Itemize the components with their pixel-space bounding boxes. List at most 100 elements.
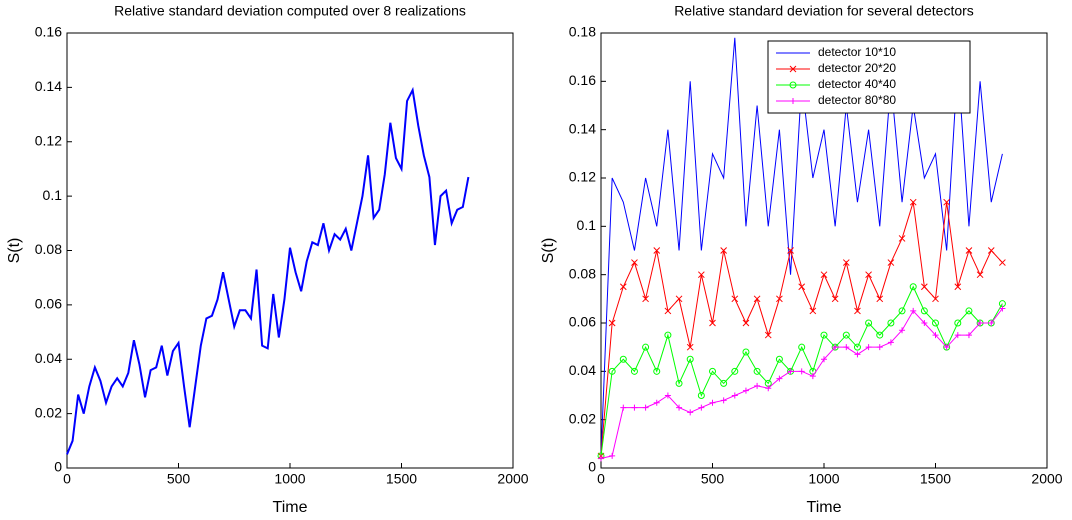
x-tick-label: 2000 [1031,471,1062,487]
marker [686,355,694,363]
marker [765,385,772,392]
marker [965,307,973,315]
legend-label: detector 20*20 [818,61,896,75]
marker [664,307,672,315]
marker [787,368,794,375]
x-tick-label: 1000 [808,471,839,487]
marker [642,295,649,303]
marker [631,259,638,266]
marker [720,247,728,254]
marker [854,307,861,315]
y-tick-label: 0.08 [569,265,596,281]
marker [753,367,761,375]
marker [876,295,884,303]
x-tick-label: 0 [597,471,605,487]
marker [887,319,895,327]
marker [687,409,694,416]
legend-label: detector 10*10 [818,45,896,59]
marker [731,392,738,399]
x-tick-label: 0 [63,471,71,487]
y-tick-label: 0.16 [569,72,596,88]
x-tick-label: 500 [701,471,725,487]
y-tick-label: 0.02 [35,404,62,420]
y-tick-label: 0 [54,459,62,475]
marker [821,356,827,363]
marker [742,387,749,394]
x-tick-label: 1500 [920,471,951,487]
marker [988,320,995,326]
y-tick-label: 0.04 [35,350,62,366]
legend: detector 10*10 detector 20*20 detector 40*… [767,40,971,114]
marker [932,332,939,339]
marker [630,367,638,375]
y-tick-label: 0.06 [35,296,62,312]
marker [787,247,794,254]
marker [820,271,828,279]
marker [965,247,973,254]
marker [776,295,783,303]
x-axis-label: Time [273,499,308,516]
marker [609,452,616,459]
marker [697,271,705,279]
marker [753,295,761,303]
marker [742,319,750,327]
marker [853,343,861,351]
marker [909,198,917,206]
marker [619,355,627,363]
marker [709,367,716,375]
marker [954,332,961,339]
y-tick-label: 0.16 [35,24,62,40]
marker [854,351,861,358]
marker [899,327,906,334]
data-line [66,86,470,455]
marker [642,343,650,351]
marker [809,373,816,380]
marker [619,283,627,291]
marker [664,331,672,339]
marker [965,332,972,339]
marker [676,404,683,411]
marker [653,247,661,254]
marker [876,331,884,339]
chart-title: Relative standard deviation computed ove… [114,3,466,19]
marker [920,283,928,291]
marker [675,379,683,387]
marker [642,404,649,411]
x-tick-label: 500 [167,471,191,487]
legend-label: detector 40*40 [818,77,896,91]
marker [789,81,797,89]
marker [843,344,850,351]
marker [798,283,806,291]
marker [887,259,895,266]
marker [865,271,872,279]
y-tick-label: 0.14 [35,78,62,94]
marker [790,98,796,104]
marker [798,368,805,375]
y-tick-label: 0.08 [35,241,62,257]
marker [909,283,917,291]
y-tick-label: 0.12 [569,169,596,185]
marker [999,259,1006,266]
marker [865,319,873,327]
marker [608,367,616,375]
marker [943,198,951,206]
marker [720,379,728,387]
x-tick-label: 2000 [497,471,528,487]
y-tick-label: 0.18 [569,24,596,40]
marker [921,320,928,326]
marker [887,339,894,346]
marker [697,392,705,399]
marker [698,404,705,411]
y-tick-label: 0.1 [43,187,63,203]
marker [977,320,984,326]
marker [709,319,716,327]
y-axis-label: S(t) [6,238,23,264]
marker [920,307,928,315]
marker [742,348,750,356]
x-axis-label: Time [807,499,842,516]
marker [664,392,671,399]
legend-label: detector 80*80 [818,93,896,107]
data-line [600,285,1003,456]
marker [932,295,939,303]
